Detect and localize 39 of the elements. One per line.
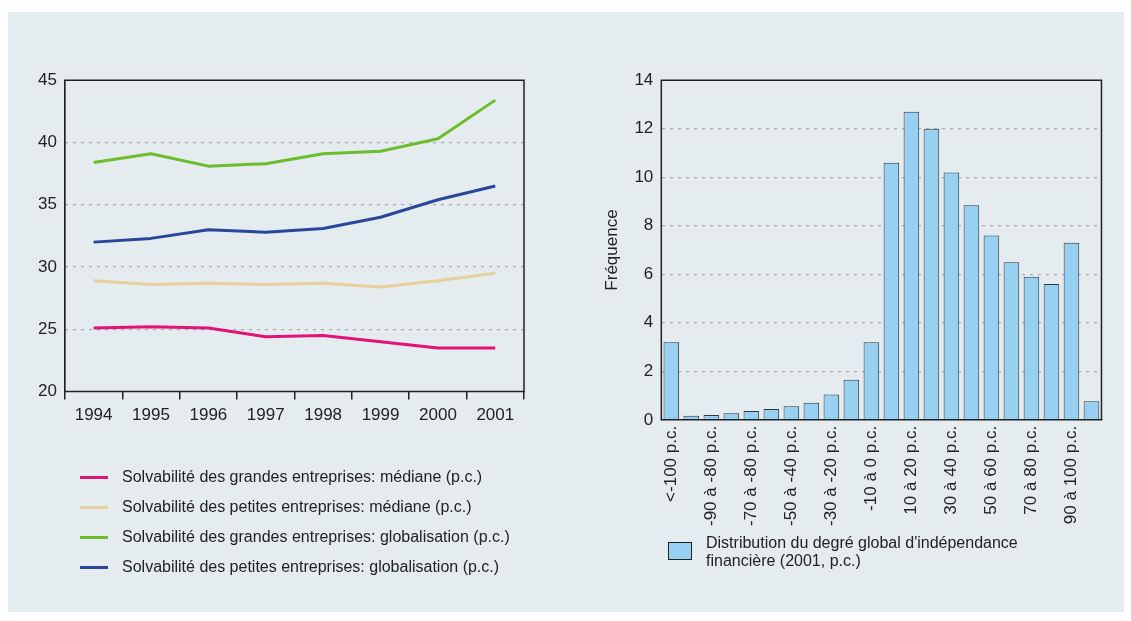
y-tick-label: 8 (643, 215, 654, 235)
y-tick-label: 45 (37, 69, 57, 89)
x-tick-label: 70 à 80 p.c. (1021, 425, 1041, 515)
y-tick-label: 0 (643, 409, 654, 429)
x-tick-label: -30 à -20 p.c. (821, 425, 841, 527)
y-tick-label: 14 (634, 69, 654, 89)
x-tick-label: 1995 (132, 405, 170, 425)
x-tick-label: 90 à 100 p.c. (1061, 425, 1081, 525)
x-tick-label: 30 à 40 p.c. (941, 425, 961, 515)
y-tick-label: 12 (634, 118, 654, 138)
x-tick-label: <-100 p.c. (661, 425, 680, 502)
y-tick-label: 4 (643, 312, 654, 332)
x-tick-label: -70 à -80 p.c. (741, 425, 761, 527)
x-tick-label: -10 à 0 p.c. (861, 425, 881, 511)
legend-label: Solvabilité des petites entreprises: médiane (p.c.) (122, 498, 472, 516)
y-axis-title: Fréquence (601, 209, 621, 291)
legend-label: Solvabilité des petites entreprises: globalisation (p.c.) (122, 558, 500, 576)
legend-label: Solvabilité des grandes entreprises: médiane (p.c.) (122, 468, 483, 486)
legend-label: Distribution du degré global d'indépendance financière (2001, p.c.) (706, 534, 1019, 570)
x-tick-label: 2001 (476, 405, 515, 425)
y-tick-label: 10 (634, 166, 654, 186)
x-tick-label: 1996 (189, 405, 228, 425)
x-tick-label: 10 à 20 p.c. (901, 425, 921, 515)
x-tick-label: 2000 (419, 405, 457, 425)
y-tick-label: 6 (643, 263, 654, 283)
x-tick-label: 1997 (246, 405, 285, 425)
x-tick-label: 1994 (74, 405, 113, 425)
y-tick-label: 40 (37, 132, 57, 152)
legend-label: Solvabilité des grandes entreprises: globalisation (p.c.) (122, 528, 510, 546)
y-tick-label: 25 (37, 319, 57, 339)
y-tick-label: 20 (37, 381, 57, 401)
x-tick-label: 1999 (361, 405, 400, 425)
x-tick-label: -90 à -80 p.c. (701, 425, 721, 527)
x-tick-label: -50 à -40 p.c. (781, 425, 801, 527)
y-tick-label: 2 (643, 361, 654, 380)
y-tick-label: 30 (37, 256, 57, 276)
y-tick-label: 35 (37, 194, 57, 214)
x-tick-label: 50 à 60 p.c. (981, 425, 1001, 515)
x-tick-label: 1998 (304, 405, 343, 425)
